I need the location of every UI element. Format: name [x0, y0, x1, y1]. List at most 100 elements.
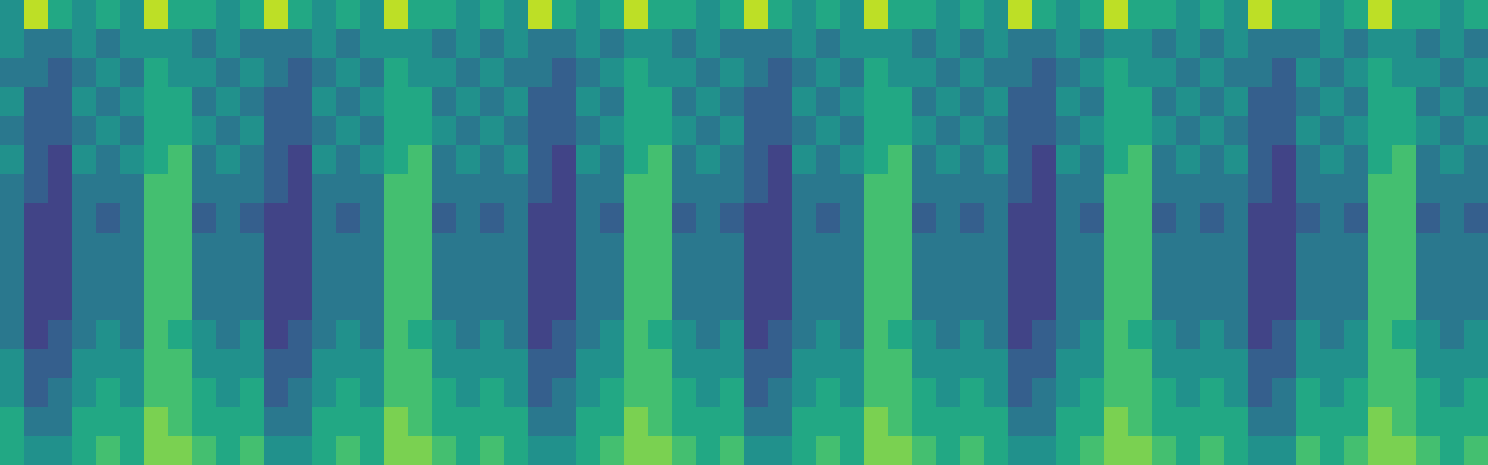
cell [24, 0, 49, 30]
cell [1296, 262, 1321, 292]
cell [1224, 349, 1249, 379]
cell [432, 233, 457, 263]
cell [144, 29, 169, 59]
cell [672, 320, 697, 350]
cell [0, 262, 25, 292]
cell [912, 29, 937, 59]
cell [1296, 349, 1321, 379]
cell [480, 320, 505, 350]
cell [1056, 378, 1081, 408]
cell [816, 233, 841, 263]
cell [936, 116, 961, 146]
cell [1176, 0, 1201, 30]
cell [600, 291, 625, 321]
cell [1248, 174, 1273, 204]
cell [120, 87, 145, 117]
cell [168, 0, 193, 30]
cell [1224, 203, 1249, 233]
cell [768, 262, 793, 292]
cell [312, 58, 337, 88]
cell [216, 320, 241, 350]
cell [1032, 378, 1057, 408]
cell [480, 0, 505, 30]
cell [312, 0, 337, 30]
cell [816, 349, 841, 379]
cell [864, 0, 889, 30]
cell [1368, 349, 1393, 379]
cell [1224, 233, 1249, 263]
cell [912, 320, 937, 350]
cell [1440, 233, 1465, 263]
cell [600, 29, 625, 59]
cell [48, 0, 73, 30]
cell [1128, 58, 1153, 88]
cell [384, 58, 409, 88]
cell [600, 407, 625, 437]
cell [960, 436, 985, 465]
cell [912, 233, 937, 263]
cell [504, 233, 529, 263]
cell [1464, 174, 1488, 204]
cell [1392, 262, 1417, 292]
cell [888, 436, 913, 465]
cell [0, 145, 25, 175]
cell [432, 174, 457, 204]
cell [1440, 291, 1465, 321]
cell [1440, 87, 1465, 117]
cell [432, 378, 457, 408]
cell [1104, 58, 1129, 88]
cell [936, 320, 961, 350]
cell [432, 0, 457, 30]
cell [1224, 262, 1249, 292]
cell [360, 116, 385, 146]
cell [744, 203, 769, 233]
cell [576, 291, 601, 321]
cell [96, 407, 121, 437]
cell [504, 29, 529, 59]
cell [1416, 291, 1441, 321]
cell [696, 233, 721, 263]
cell [1056, 407, 1081, 437]
cell [768, 349, 793, 379]
cell [1080, 58, 1105, 88]
cell [576, 0, 601, 30]
cell [408, 291, 433, 321]
cell [1368, 233, 1393, 263]
cell [648, 203, 673, 233]
cell [0, 174, 25, 204]
cell [720, 174, 745, 204]
cell [1464, 29, 1488, 59]
cell [1416, 58, 1441, 88]
cell [312, 291, 337, 321]
cell [744, 378, 769, 408]
cell [576, 349, 601, 379]
cell [456, 58, 481, 88]
cell [936, 58, 961, 88]
cell [264, 291, 289, 321]
cell [864, 29, 889, 59]
cell [1416, 116, 1441, 146]
cell [1392, 203, 1417, 233]
cell [264, 174, 289, 204]
cell [576, 320, 601, 350]
cell [912, 349, 937, 379]
cell [912, 291, 937, 321]
cell [744, 0, 769, 30]
cell [768, 58, 793, 88]
cell [1104, 87, 1129, 117]
cell [504, 0, 529, 30]
cell [1128, 203, 1153, 233]
cell [864, 320, 889, 350]
cell [240, 378, 265, 408]
cell [240, 58, 265, 88]
cell [1128, 0, 1153, 30]
cell [1248, 436, 1273, 465]
cell [1296, 436, 1321, 465]
cell [936, 203, 961, 233]
cell [360, 320, 385, 350]
cell [408, 262, 433, 292]
cell [1032, 349, 1057, 379]
cell [1320, 0, 1345, 30]
cell [1008, 116, 1033, 146]
cell [1176, 233, 1201, 263]
